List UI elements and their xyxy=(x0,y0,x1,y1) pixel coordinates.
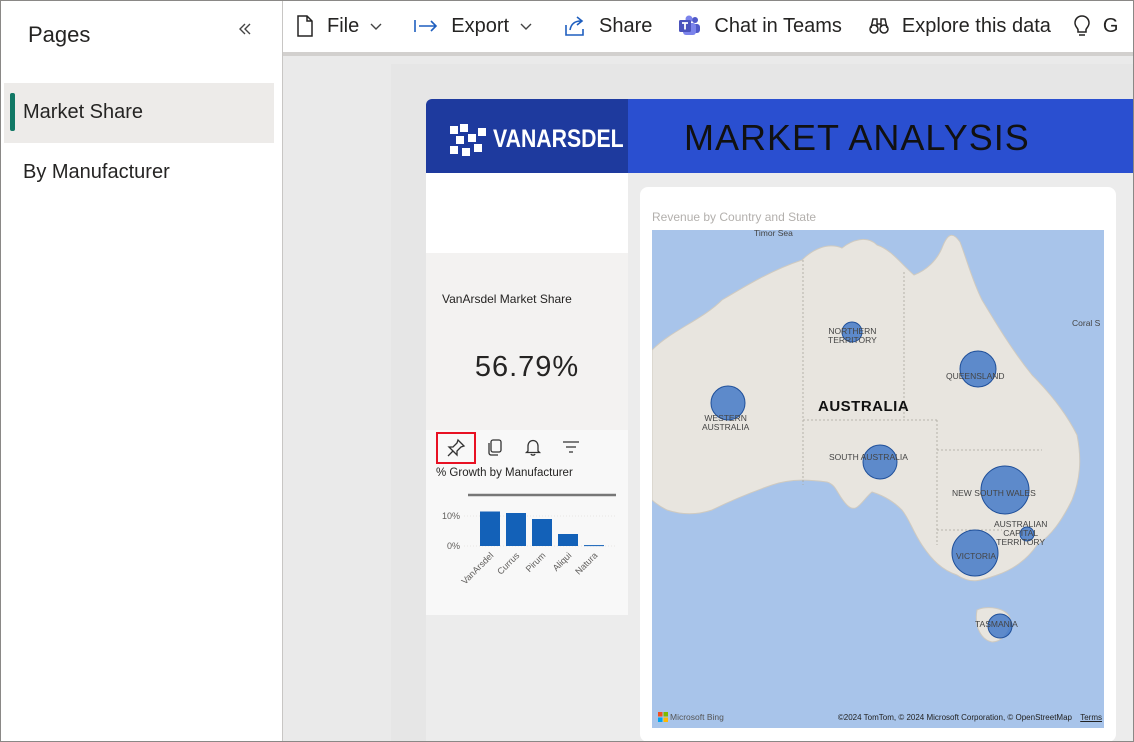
revenue-map-visual[interactable]: Revenue by Country and State Timor Sea C… xyxy=(640,187,1116,742)
state-label-nsw: NEW SOUTH WALES xyxy=(952,488,1036,498)
filter-icon xyxy=(563,441,579,453)
state-label-tas: TASMANIA xyxy=(975,619,1018,629)
filter-visual-button[interactable] xyxy=(552,430,590,464)
kpi-label: VanArsdel Market Share xyxy=(442,292,572,306)
x-tick-label: Pirum xyxy=(524,550,548,574)
get-insights-label: G xyxy=(1102,14,1119,37)
bubble-act xyxy=(1019,526,1035,542)
get-insights-button[interactable]: G xyxy=(1073,6,1119,46)
state-label-nt: NORTHERN TERRITORY xyxy=(828,326,877,345)
state-label-wa: WESTERN AUSTRALIA xyxy=(702,413,750,432)
bing-label: Microsoft Bing xyxy=(670,712,724,722)
chat-in-teams-label: Chat in Teams xyxy=(714,14,842,37)
explore-label: Explore this data xyxy=(901,14,1051,37)
attribution-text: ©2024 TomTom, © 2024 Microsoft Corporati… xyxy=(837,713,1072,722)
x-tick-label: Currus xyxy=(495,550,522,577)
report-page: VANARSDEL MARKET ANALYSIS VanArsdel Mark… xyxy=(426,99,1134,742)
pin-visual-button[interactable] xyxy=(436,432,476,464)
collapse-pane-icon[interactable] xyxy=(234,20,256,42)
chat-in-teams-button[interactable]: Chat in Teams xyxy=(678,6,842,46)
pages-pane: Pages Market Share By Manufacturer xyxy=(0,0,283,742)
bubble-victoria xyxy=(951,529,999,577)
bar-aliqui xyxy=(558,534,578,546)
share-button[interactable]: Share xyxy=(563,6,652,46)
bubble-queensland xyxy=(959,350,997,388)
bubble-tasmania xyxy=(987,613,1013,639)
bell-icon xyxy=(524,439,542,456)
page-tab-by-manufacturer[interactable]: By Manufacturer xyxy=(23,161,170,183)
kpi-value: 56.79% xyxy=(474,351,580,383)
bar-currus xyxy=(506,513,526,546)
bubble-new-south-wales xyxy=(980,465,1030,515)
action-bar: File Export Share Chat in Teams Explore … xyxy=(283,0,1134,56)
growth-visual-title: % Growth by Manufacturer xyxy=(436,467,573,479)
pages-title: Pages xyxy=(28,22,91,47)
growth-bar-chart: 10% 0%VanArsdel Currus Pirum Aliqui Natura xyxy=(442,493,616,586)
share-icon xyxy=(565,16,584,36)
x-tick-label: Aliqui xyxy=(551,550,574,573)
report-title: MARKET ANALYSIS xyxy=(684,117,1030,158)
bar-vanarsdel xyxy=(480,511,500,546)
file-icon xyxy=(297,15,313,37)
file-label: File xyxy=(327,14,360,37)
share-label: Share xyxy=(599,14,653,37)
bubble-northern-territory xyxy=(841,321,863,343)
pin-icon xyxy=(447,438,466,457)
chevron-down-icon xyxy=(370,23,382,30)
explore-data-button[interactable]: Explore this data xyxy=(868,6,1051,46)
vanarsdel-logo-icon xyxy=(450,124,486,156)
logo-banner: VANARSDEL xyxy=(426,99,628,173)
teams-icon xyxy=(679,15,701,35)
australia-landmass xyxy=(652,234,1081,582)
export-icon xyxy=(414,20,438,32)
bar-natura xyxy=(584,545,604,547)
bar-pirum xyxy=(532,519,552,546)
bing-logo: Microsoft Bing xyxy=(658,712,724,722)
y-tick-label: 10% xyxy=(442,511,460,521)
market-share-card[interactable]: VanArsdel Market Share 56.79% xyxy=(426,253,628,430)
page-tab-market-share[interactable]: Market Share xyxy=(4,83,274,143)
set-alert-button[interactable] xyxy=(514,430,552,464)
growth-by-manufacturer-visual[interactable]: % Growth by Manufacturer 10% 0% VanArsdel C… xyxy=(426,430,628,615)
visual-header-actions xyxy=(436,430,590,464)
copy-visual-button[interactable] xyxy=(476,430,514,464)
lightbulb-icon xyxy=(1074,15,1090,36)
y-tick-label: 0% xyxy=(447,541,460,551)
map-canvas[interactable]: Timor Sea Coral S NORTHERN TERRITORY QUE… xyxy=(652,230,1104,728)
state-label-act: AUSTRALIAN CAPITAL TERRITORY xyxy=(994,519,1048,547)
binoculars-icon xyxy=(869,18,889,34)
logo-text: VANARSDEL xyxy=(493,125,624,153)
microsoft-logo-icon xyxy=(658,712,668,722)
country-label: AUSTRALIA xyxy=(818,398,910,415)
bubble-south-australia xyxy=(862,444,898,480)
chevron-down-icon xyxy=(520,23,532,30)
x-tick-label: Natura xyxy=(573,550,599,576)
terms-link[interactable]: Terms xyxy=(1080,713,1102,722)
export-label: Export xyxy=(451,14,510,37)
sea-label-coral: Coral S xyxy=(1072,318,1101,328)
copy-icon xyxy=(488,439,502,456)
state-label-vic: VICTORIA xyxy=(956,551,996,561)
export-menu-button[interactable]: Export xyxy=(413,6,533,46)
sea-label-timor: Timor Sea xyxy=(754,230,793,238)
blank-panel xyxy=(426,173,628,253)
bubble-western-australia xyxy=(710,385,746,421)
map-attribution[interactable]: ©2024 TomTom, © 2024 Microsoft Corporati… xyxy=(838,713,1102,722)
map-title: Revenue by Country and State xyxy=(652,210,817,224)
x-tick-label: VanArsdel xyxy=(459,550,495,586)
state-label-qld: QUEENSLAND xyxy=(946,371,1005,381)
state-label-sa: SOUTH AUSTRALIA xyxy=(829,452,908,462)
title-banner: MARKET ANALYSIS xyxy=(628,99,1134,173)
file-menu-button[interactable]: File xyxy=(295,6,383,46)
australia-map xyxy=(652,234,1081,643)
